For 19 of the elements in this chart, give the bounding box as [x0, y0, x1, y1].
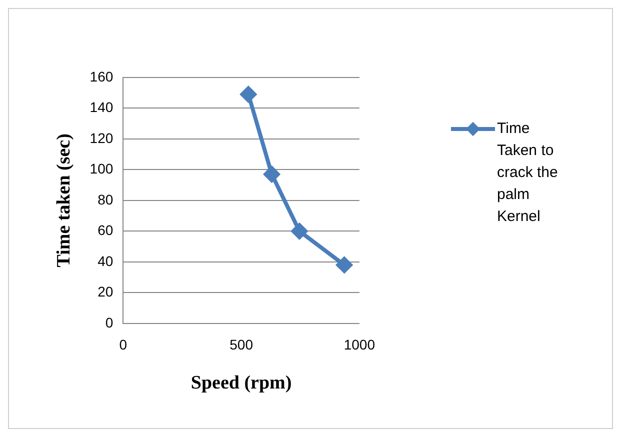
y-tick-label: 140 [90, 98, 114, 115]
y-tick-label: 40 [98, 252, 114, 268]
point [240, 86, 256, 102]
y-tick-label: 60 [98, 222, 114, 238]
y-tick-label: 20 [98, 283, 114, 300]
point [336, 256, 352, 272]
y-tick-label: 120 [90, 129, 114, 146]
point [291, 222, 308, 239]
legend-label: Time Taken to crack the palm Kernel [497, 118, 559, 226]
x-tick-label: 500 [230, 336, 254, 352]
y-tick-label: 100 [90, 160, 114, 176]
x-tick-label: 0 [119, 336, 128, 352]
x-axis-title: Speed (rpm) [190, 372, 292, 394]
y-axis-title: Time taken (sec) [53, 133, 74, 267]
y-tick-label: 80 [98, 190, 114, 207]
point [264, 166, 280, 182]
x-tick-label: 1000 [344, 336, 376, 352]
y-tick-label: 160 [90, 68, 114, 84]
y-tick-label: 0 [105, 314, 114, 330]
